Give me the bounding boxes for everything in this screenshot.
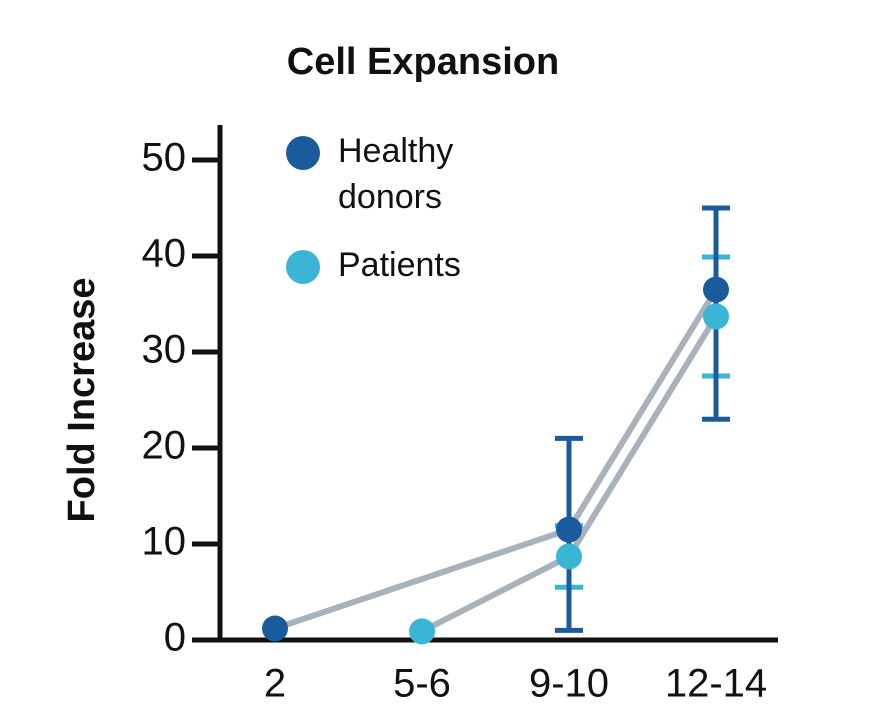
y-tick-label: 40	[142, 232, 187, 276]
point	[556, 543, 582, 570]
x-tick-label: 12-14	[665, 662, 767, 706]
point	[556, 516, 582, 543]
legend-label: Healthy donors	[338, 132, 453, 216]
point	[262, 615, 288, 642]
y-tick-label: 10	[142, 520, 187, 564]
legend-swatch	[286, 136, 320, 170]
legend-swatch	[286, 250, 320, 284]
series-line	[274, 288, 719, 632]
point	[409, 618, 435, 645]
y-tick-label: 20	[142, 424, 187, 468]
x-tick-label: 9-10	[529, 662, 609, 706]
y-tick-label: 30	[142, 328, 187, 372]
x-tick-label: 5-6	[393, 662, 451, 706]
legend-label: Patients	[338, 246, 461, 284]
chart-title: Cell Expansion	[287, 41, 559, 83]
y-tick-label: 0	[164, 616, 186, 660]
point	[703, 303, 729, 330]
x-tick-label: 2	[264, 662, 286, 706]
point	[703, 276, 729, 303]
y-axis-label: Fold Increase	[61, 278, 103, 523]
y-tick-label: 50	[142, 136, 187, 180]
